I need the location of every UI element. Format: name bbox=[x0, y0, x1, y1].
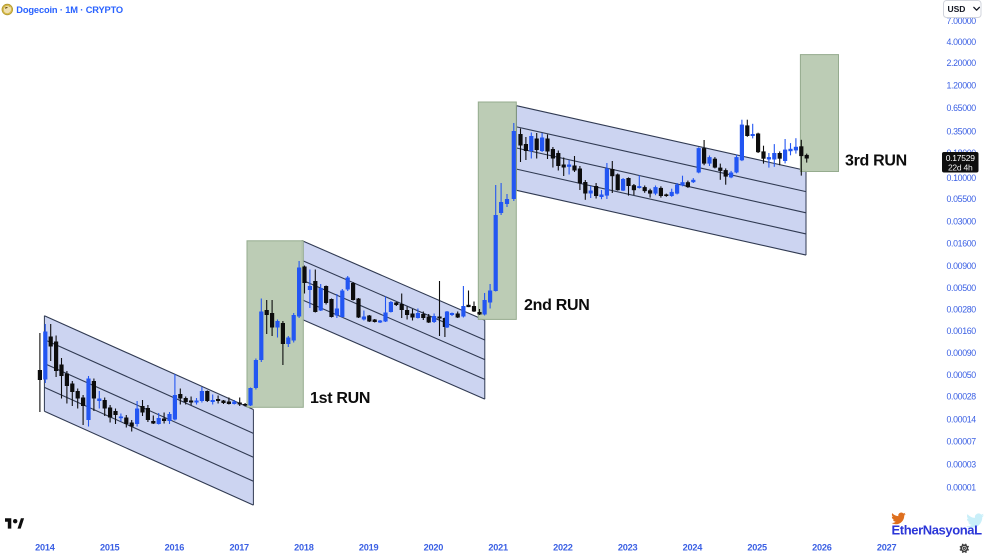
svg-text:0.65000: 0.65000 bbox=[947, 103, 977, 113]
svg-text:0.10000: 0.10000 bbox=[947, 173, 977, 183]
svg-text:3rd RUN: 3rd RUN bbox=[845, 153, 907, 170]
svg-text:2027: 2027 bbox=[877, 543, 897, 553]
svg-text:2016: 2016 bbox=[165, 543, 185, 553]
svg-text:2024: 2024 bbox=[683, 543, 704, 553]
svg-text:1.20000: 1.20000 bbox=[947, 80, 977, 90]
svg-text:2.20000: 2.20000 bbox=[947, 58, 977, 68]
svg-text:4.00000: 4.00000 bbox=[947, 37, 977, 47]
svg-text:0.00500: 0.00500 bbox=[947, 283, 977, 293]
svg-text:2019: 2019 bbox=[359, 543, 379, 553]
svg-text:0.00014: 0.00014 bbox=[947, 414, 977, 424]
svg-text:0.00900: 0.00900 bbox=[947, 261, 977, 271]
svg-text:2018: 2018 bbox=[294, 543, 314, 553]
svg-text:0.00090: 0.00090 bbox=[947, 348, 977, 358]
svg-text:2023: 2023 bbox=[618, 543, 638, 553]
svg-text:2nd RUN: 2nd RUN bbox=[524, 297, 589, 314]
svg-text:0.35000: 0.35000 bbox=[947, 127, 977, 137]
svg-text:0.00280: 0.00280 bbox=[947, 305, 977, 315]
svg-text:2015: 2015 bbox=[100, 543, 120, 553]
svg-text:0.00160: 0.00160 bbox=[947, 326, 977, 336]
svg-text:1st RUN: 1st RUN bbox=[310, 390, 370, 407]
svg-text:2014: 2014 bbox=[35, 543, 56, 553]
svg-text:2020: 2020 bbox=[424, 543, 444, 553]
svg-text:22d 4h: 22d 4h bbox=[948, 162, 973, 172]
svg-text:2025: 2025 bbox=[747, 543, 767, 553]
svg-text:0.00050: 0.00050 bbox=[947, 370, 977, 380]
svg-text:0.00007: 0.00007 bbox=[947, 437, 977, 447]
svg-text:0.01600: 0.01600 bbox=[947, 239, 977, 249]
svg-text:USD: USD bbox=[948, 4, 966, 14]
svg-text:0.17529: 0.17529 bbox=[946, 153, 975, 163]
svg-text:Dogecoin · 1M · CRYPTO: Dogecoin · 1M · CRYPTO bbox=[16, 5, 123, 15]
svg-text:2021: 2021 bbox=[488, 543, 508, 553]
svg-text:2017: 2017 bbox=[229, 543, 249, 553]
svg-text:0.00028: 0.00028 bbox=[947, 392, 977, 402]
svg-text:2022: 2022 bbox=[553, 543, 573, 553]
svg-text:0.00003: 0.00003 bbox=[947, 459, 977, 469]
svg-text:0.00001: 0.00001 bbox=[947, 483, 977, 493]
svg-text:EtherNasyonaL: EtherNasyonaL bbox=[892, 523, 983, 538]
svg-text:2026: 2026 bbox=[812, 543, 832, 553]
svg-text:7.00000: 7.00000 bbox=[947, 16, 977, 26]
svg-text:0.03000: 0.03000 bbox=[947, 217, 977, 227]
svg-text:0.05500: 0.05500 bbox=[947, 194, 977, 204]
